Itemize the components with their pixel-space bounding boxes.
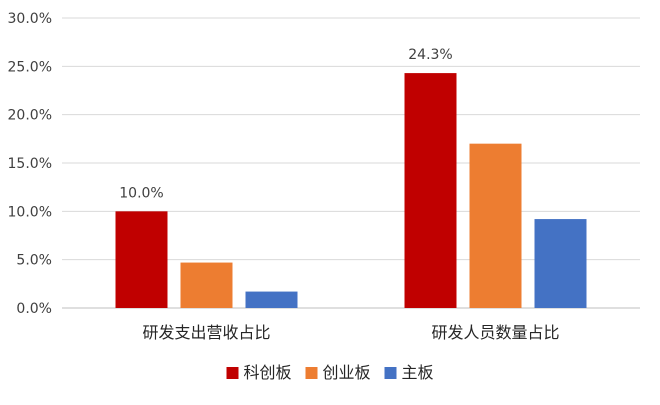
bar xyxy=(469,143,522,308)
bar xyxy=(245,291,298,308)
y-tick-label: 15.0% xyxy=(8,156,52,172)
data-label: 10.0% xyxy=(119,185,163,201)
legend-swatch xyxy=(305,367,318,379)
bar xyxy=(180,262,233,308)
y-tick-label: 25.0% xyxy=(8,59,52,75)
y-tick-label: 10.0% xyxy=(8,204,52,220)
x-axis-ticks: 研发支出营收占比 研发人员数量占比 xyxy=(142,323,559,342)
bar xyxy=(115,211,168,308)
legend-label: 主板 xyxy=(402,363,434,382)
x-tick-label: 研发支出营收占比 xyxy=(142,323,270,342)
y-axis-ticks: 0.0% 5.0% 10.0% 15.0% 20.0% 25.0% 30.0% xyxy=(8,11,52,317)
data-label: 24.3% xyxy=(408,47,452,63)
legend: 科创板 创业板 主板 xyxy=(226,363,434,382)
y-tick-label: 0.0% xyxy=(16,301,52,317)
x-tick-label: 研发人员数量占比 xyxy=(431,323,559,342)
data-labels: 10.0% 24.3% xyxy=(119,47,452,201)
y-tick-label: 30.0% xyxy=(8,11,52,27)
bar xyxy=(534,219,587,308)
legend-swatch xyxy=(384,367,397,379)
legend-label: 科创板 xyxy=(244,363,292,382)
legend-swatch xyxy=(226,367,239,379)
bar xyxy=(404,73,457,308)
legend-label: 创业板 xyxy=(323,363,371,382)
y-tick-label: 5.0% xyxy=(16,253,52,269)
bars xyxy=(115,73,587,308)
y-tick-label: 20.0% xyxy=(8,108,52,124)
